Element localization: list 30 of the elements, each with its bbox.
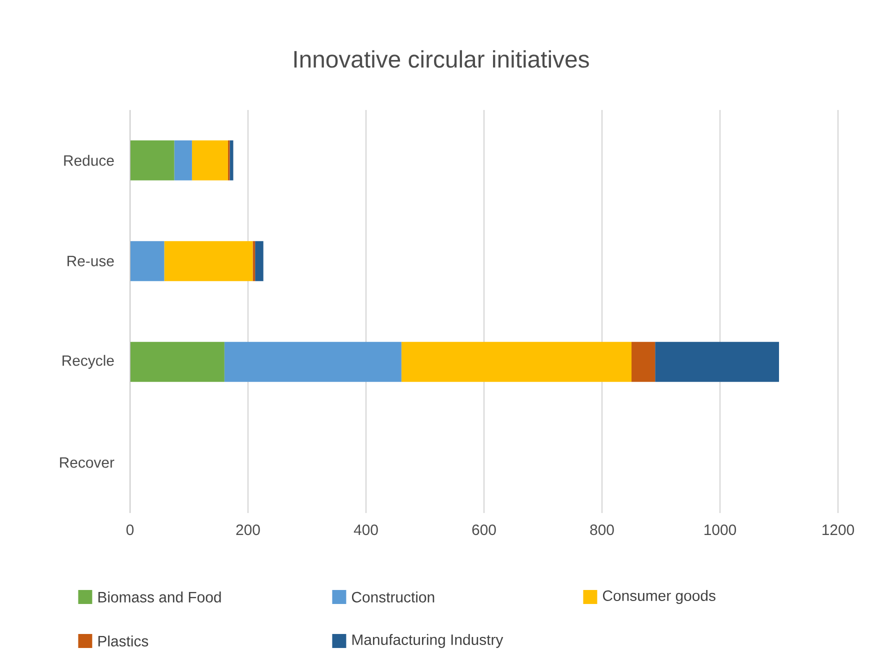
- legend-label: Biomass and Food: [98, 592, 221, 602]
- chart-title: Innovative circular initiatives: [294, 50, 589, 68]
- bar: [230, 140, 234, 180]
- bar: [174, 140, 192, 180]
- y-tick-label: Re-use: [68, 256, 114, 266]
- legend-label: Consumer goods: [602, 590, 716, 604]
- bar: [632, 342, 656, 382]
- bar: [164, 241, 253, 282]
- bar: [655, 342, 780, 382]
- x-tick-label: 1200: [822, 524, 854, 536]
- bar: [192, 140, 228, 180]
- x-tick-label: 0: [126, 524, 134, 536]
- bar: [130, 342, 224, 382]
- bar: [401, 342, 632, 382]
- y-tick-label: Reduce: [64, 154, 114, 166]
- bar: [224, 342, 402, 382]
- legend-label: Construction: [352, 592, 434, 602]
- x-tick-label: 400: [354, 524, 378, 536]
- bar: [252, 241, 256, 282]
- legend-label: Manufacturing Industry: [352, 634, 504, 648]
- x-tick-label: 800: [590, 524, 614, 536]
- x-tick-label: 600: [472, 524, 496, 536]
- y-tick-label: Recover: [60, 457, 114, 468]
- x-tick-label: 1000: [704, 524, 736, 536]
- bar: [130, 241, 164, 282]
- bar: [255, 241, 264, 282]
- y-tick-label: Recycle: [62, 354, 114, 369]
- legend-label: Plastics: [98, 636, 148, 646]
- x-tick-label: 200: [236, 524, 260, 536]
- bar: [130, 140, 174, 180]
